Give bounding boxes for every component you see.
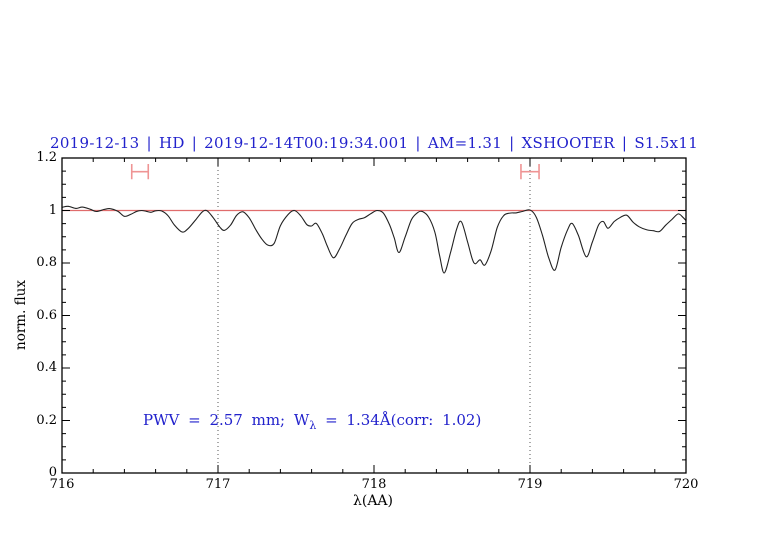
x-tick-label: 720 xyxy=(673,477,699,492)
pwv-annotation: PWV = 2.57 mm; Wλ = 1.34Å(corr: 1.02) xyxy=(143,411,481,432)
pwv-annotation-pre: PWV = 2.57 mm; W xyxy=(143,411,310,429)
x-tick-label: 718 xyxy=(361,477,387,492)
x-tick-label: 716 xyxy=(49,477,75,492)
y-tick-label: 0.4 xyxy=(36,360,57,375)
pwv-annotation-subscript: λ xyxy=(309,419,317,432)
y-tick-label: 1.2 xyxy=(36,150,57,165)
y-tick-label: 0.6 xyxy=(36,307,57,323)
y-tick-label: 0 xyxy=(48,465,57,480)
pwv-annotation-post: = 1.34Å(corr: 1.02) xyxy=(316,411,482,429)
y-tick-label: 1 xyxy=(48,202,57,218)
x-axis-label: λ(AA) xyxy=(352,493,394,509)
y-tick-label: 0.2 xyxy=(36,412,57,428)
plot-title: 2019-12-13 | HD | 2019-12-14T00:19:34.00… xyxy=(50,134,699,152)
x-tick-label: 719 xyxy=(517,477,543,492)
x-tick-label: 717 xyxy=(205,477,231,492)
y-tick-label: 0.8 xyxy=(36,255,57,270)
